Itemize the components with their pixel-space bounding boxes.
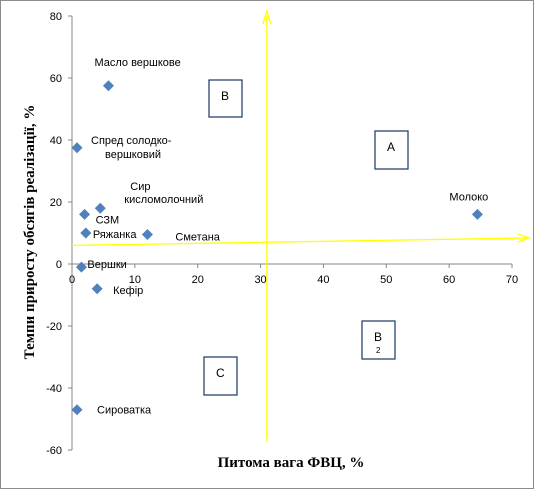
y-tick-label: 20 xyxy=(50,197,62,209)
point-marker xyxy=(102,80,114,92)
point-label: Сметана xyxy=(175,232,220,244)
horizontal-divider xyxy=(71,237,529,247)
tick-labels: 80 60 40 20 0 -20 -40 -60 0 10 20 30 40 50 60 70 xyxy=(46,11,518,457)
quadrant-box: C xyxy=(203,356,238,396)
x-tick-label: 30 xyxy=(254,274,266,286)
data-point: Масло вершкове xyxy=(94,57,181,92)
quadrant-dividers xyxy=(71,8,531,442)
point-marker xyxy=(94,202,106,214)
data-point: Сир кисломолочний xyxy=(94,181,203,214)
quadrant-box-label: A xyxy=(387,140,395,154)
x-tick-label: 10 xyxy=(129,274,141,286)
point-label: Сироватка xyxy=(97,405,152,417)
quadrant-box: B2 xyxy=(361,320,396,360)
data-point: СЗМ xyxy=(79,208,120,226)
point-label: Ряжанка xyxy=(93,229,138,241)
point-label: Сир кисломолочний xyxy=(124,181,203,206)
y-axis-title: Темпи приросту обсягів реалізації, % xyxy=(22,105,38,360)
data-point: Спред солодко-вершковий xyxy=(71,135,172,161)
data-point: Сметана xyxy=(141,229,221,244)
axes xyxy=(68,15,513,451)
x-tick-label: 20 xyxy=(192,274,204,286)
x-tick-label: 60 xyxy=(443,274,455,286)
y-tick-label: -40 xyxy=(46,383,62,395)
quadrant-box-label: C xyxy=(216,366,225,380)
horizontal-divider-arrow xyxy=(517,233,531,243)
data-points: Масло вершкове Спред солодко-вершковий Сир… xyxy=(71,57,488,417)
y-tick-label: -60 xyxy=(46,445,62,457)
quadrant-box-label: B xyxy=(374,330,382,344)
data-point: Вершки xyxy=(75,259,127,273)
point-marker xyxy=(141,229,153,241)
y-tick-label: 40 xyxy=(50,135,62,147)
x-tick-label: 50 xyxy=(380,274,392,286)
point-label: Масло вершкове xyxy=(94,57,180,69)
x-axis-title: Питома вага ФВЦ, % xyxy=(218,455,365,471)
quadrant-box-label: B xyxy=(221,89,229,103)
y-tick-label: 60 xyxy=(50,73,62,85)
x-tick-label: 0 xyxy=(69,274,75,286)
data-point: Сироватка xyxy=(71,404,152,417)
point-label: СЗМ xyxy=(96,214,120,226)
point-marker xyxy=(71,404,83,416)
data-point: Ряжанка xyxy=(80,227,138,241)
quadrant-box: A xyxy=(374,130,409,170)
point-marker xyxy=(91,283,103,295)
x-tick-label: 70 xyxy=(506,274,518,286)
point-label: Молоко xyxy=(449,191,488,203)
point-label: Вершки xyxy=(87,259,126,271)
point-label: Кефір xyxy=(113,285,143,297)
point-marker xyxy=(75,261,87,273)
quadrant-box-subscript: 2 xyxy=(376,346,381,355)
y-tick-label: 0 xyxy=(56,259,62,271)
data-point: Кефір xyxy=(91,283,143,297)
point-marker xyxy=(471,208,483,220)
quadrant-box: B xyxy=(208,79,243,118)
y-tick-label: -20 xyxy=(46,321,62,333)
point-marker xyxy=(80,227,92,239)
quadrant-box-frame xyxy=(361,320,396,360)
point-marker xyxy=(71,142,83,154)
quadrant-box-frame xyxy=(208,79,243,118)
x-tick-label: 40 xyxy=(317,274,329,286)
vertical-divider-arrow xyxy=(262,8,272,25)
y-tick-label: 80 xyxy=(50,11,62,23)
data-point: Молоко xyxy=(449,191,488,220)
point-label: Спред солодко-вершковий xyxy=(91,135,172,161)
quadrant-box-frame xyxy=(203,356,238,396)
quadrant-box-frame xyxy=(374,130,409,170)
point-marker xyxy=(79,208,91,220)
